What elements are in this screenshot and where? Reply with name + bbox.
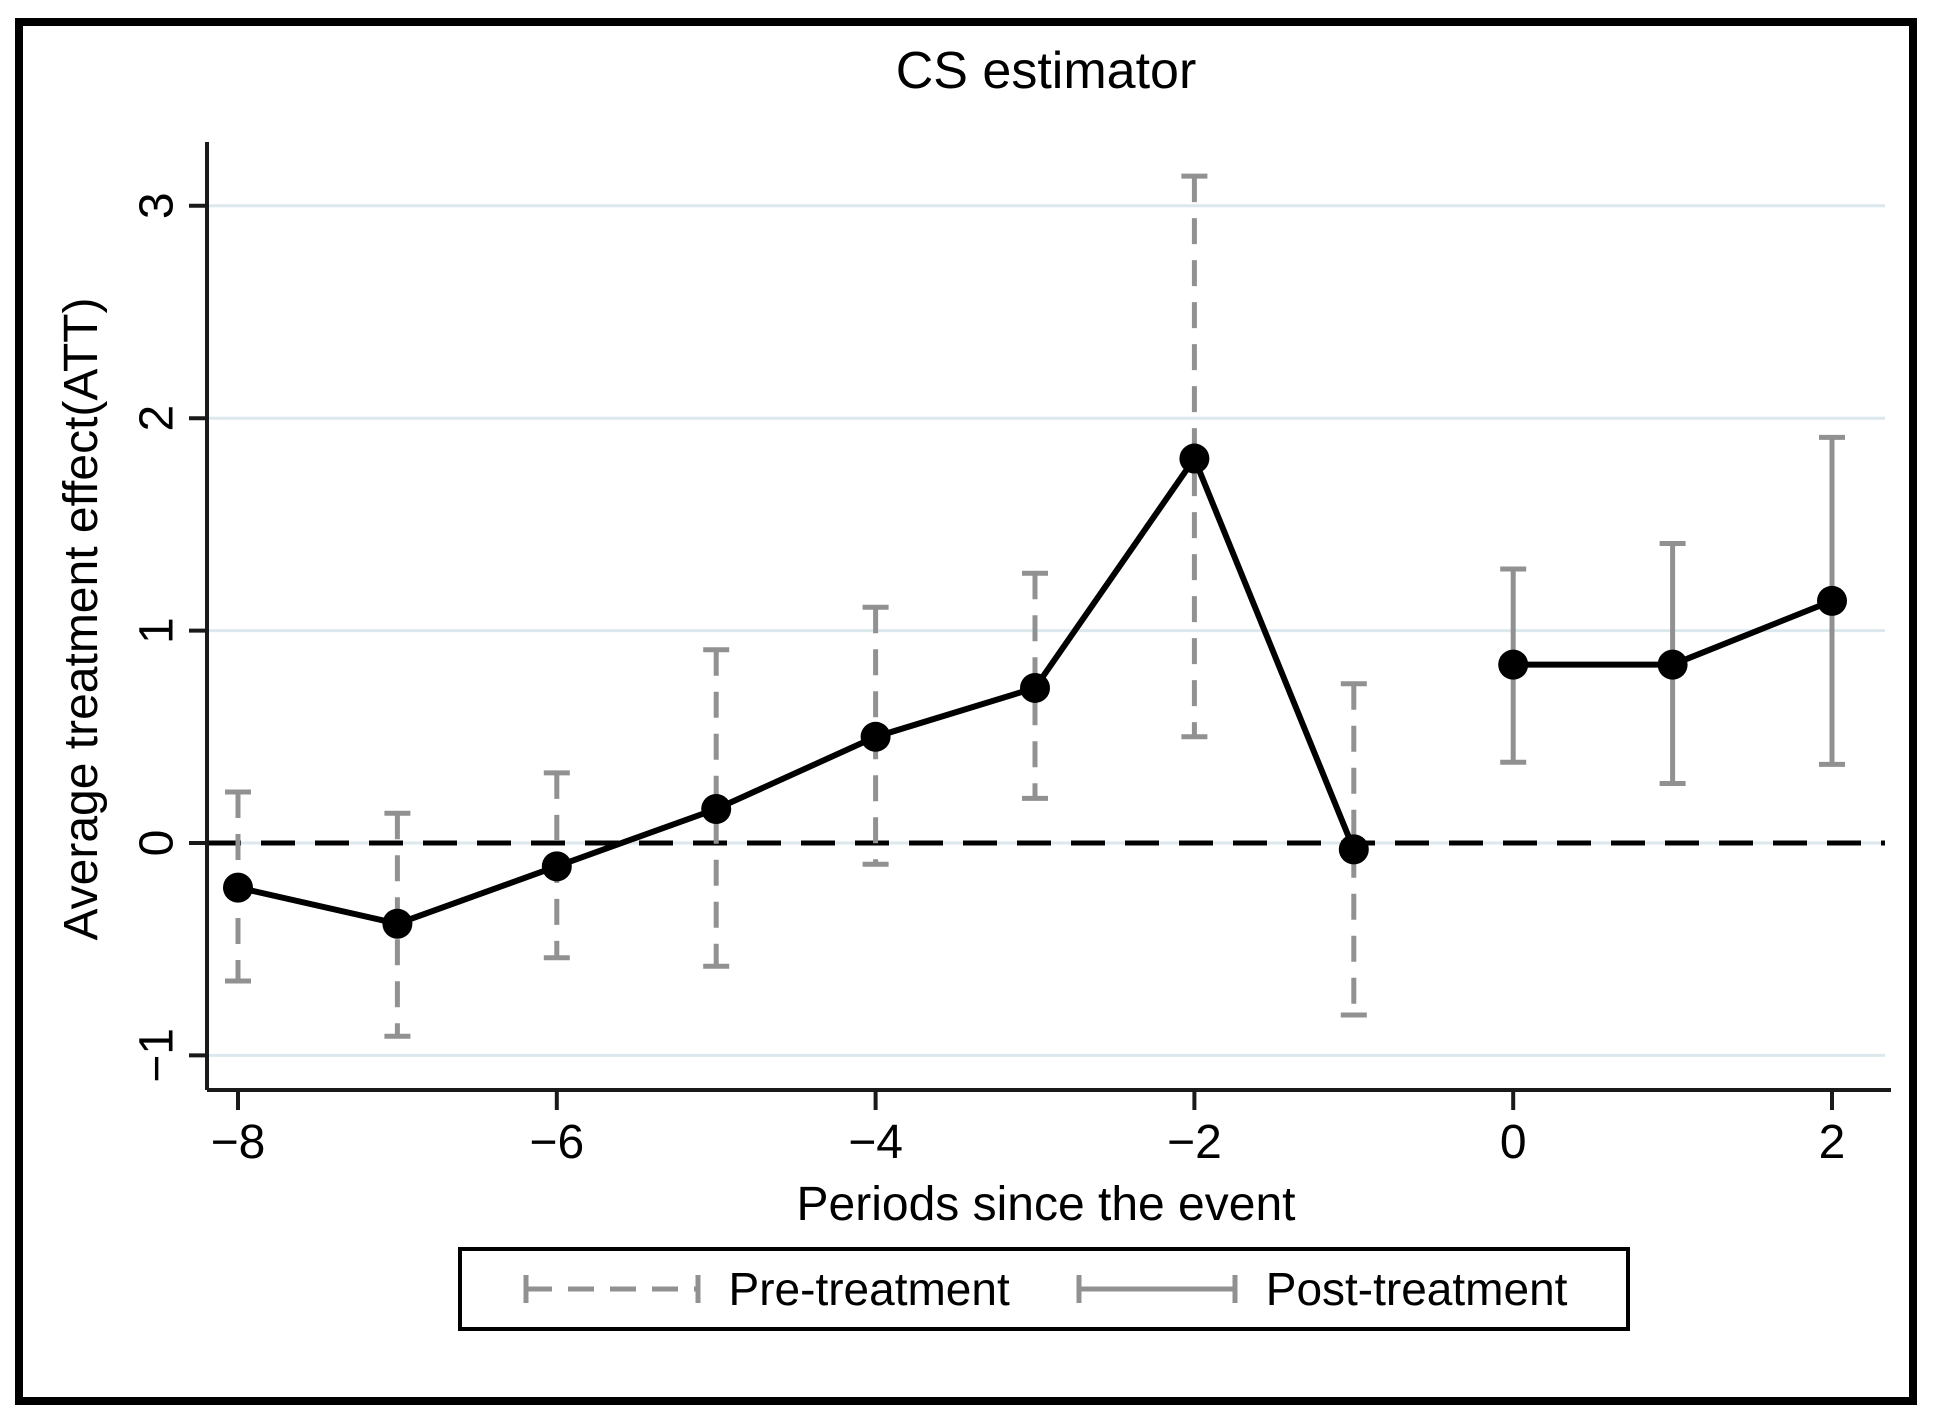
series-line (237, 452, 1357, 927)
legend-label-pre-treatment: Pre-treatment (728, 1263, 1010, 1315)
legend-item-post-treatment: Post-treatment (1074, 1262, 1568, 1316)
legend-item-pre-treatment: Pre-treatment (521, 1262, 1010, 1316)
x-tick-label: −4 (848, 1116, 903, 1169)
x-tick-label: −8 (211, 1116, 266, 1169)
data-point-marker (1338, 834, 1369, 865)
data-point-marker (541, 851, 572, 882)
data-point-marker (1020, 672, 1050, 703)
legend-box: Pre-treatment Post-treatment (458, 1247, 1630, 1331)
y-tick-label: 1 (131, 617, 184, 644)
data-point-marker (1498, 649, 1529, 680)
pre-treatment-ci-marker-icon (523, 1275, 701, 1303)
data-point-marker (223, 872, 253, 903)
y-tick-label: 0 (131, 830, 184, 857)
data-point-marker (860, 721, 891, 752)
post-treatment-ci-marker-icon (1076, 1275, 1238, 1303)
y-axis-title: Average treatment effect(ATT) (55, 297, 108, 941)
y-tick-label: −1 (131, 1028, 184, 1083)
data-point-marker (382, 908, 413, 939)
data-point-marker (1817, 585, 1847, 616)
x-axis-title: Periods since the event (796, 1178, 1296, 1231)
data-point-marker (701, 794, 732, 825)
data-point-marker (1179, 443, 1210, 474)
x-tick-label: 0 (1500, 1116, 1527, 1169)
legend-label-post-treatment: Post-treatment (1265, 1263, 1568, 1315)
y-tick-label: 2 (131, 405, 184, 432)
x-tick-label: −6 (529, 1116, 584, 1169)
data-point-marker (1657, 649, 1688, 680)
x-tick-label: −2 (1167, 1116, 1222, 1169)
x-tick-label: 2 (1819, 1116, 1846, 1169)
chart-title: CS estimator (895, 42, 1197, 100)
y-tick-label: 3 (131, 192, 184, 219)
